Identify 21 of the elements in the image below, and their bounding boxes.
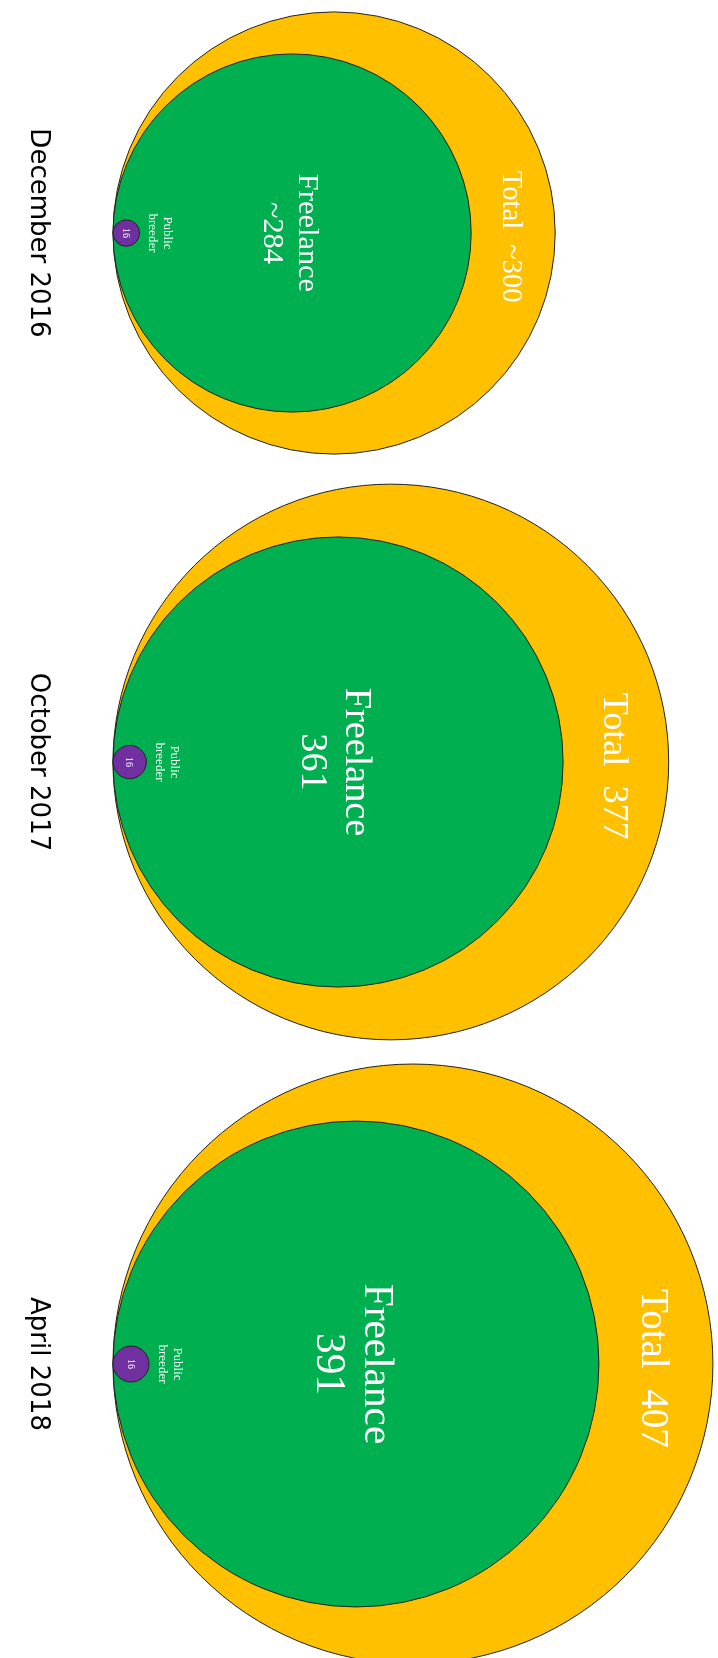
category-label: Public breeder (146, 213, 177, 254)
category-label: Freelance (338, 687, 381, 837)
category-label: Freelance (291, 173, 326, 293)
category-label: Public breeder (152, 742, 183, 783)
data-label: 16 (125, 1359, 137, 1369)
data-label: ~284 (256, 201, 291, 265)
data-label: 391 (308, 1333, 355, 1395)
data-label: 16 (120, 228, 132, 238)
category-label: Total (497, 170, 530, 230)
category-label: Public breeder (155, 1344, 186, 1385)
data-label: 361 (294, 733, 337, 791)
data-label: 377 (595, 785, 636, 840)
text: April 2018 (25, 1297, 55, 1431)
data-label: 16 (124, 757, 136, 767)
data-label: 407 (634, 1389, 678, 1448)
data-label: ~300 (497, 243, 530, 303)
category-label: Total (634, 1289, 678, 1369)
text: December 2016 (25, 128, 55, 338)
text: October 2017 (25, 672, 55, 852)
category-label: Freelance (355, 1283, 402, 1445)
category-label: Total (595, 692, 636, 767)
